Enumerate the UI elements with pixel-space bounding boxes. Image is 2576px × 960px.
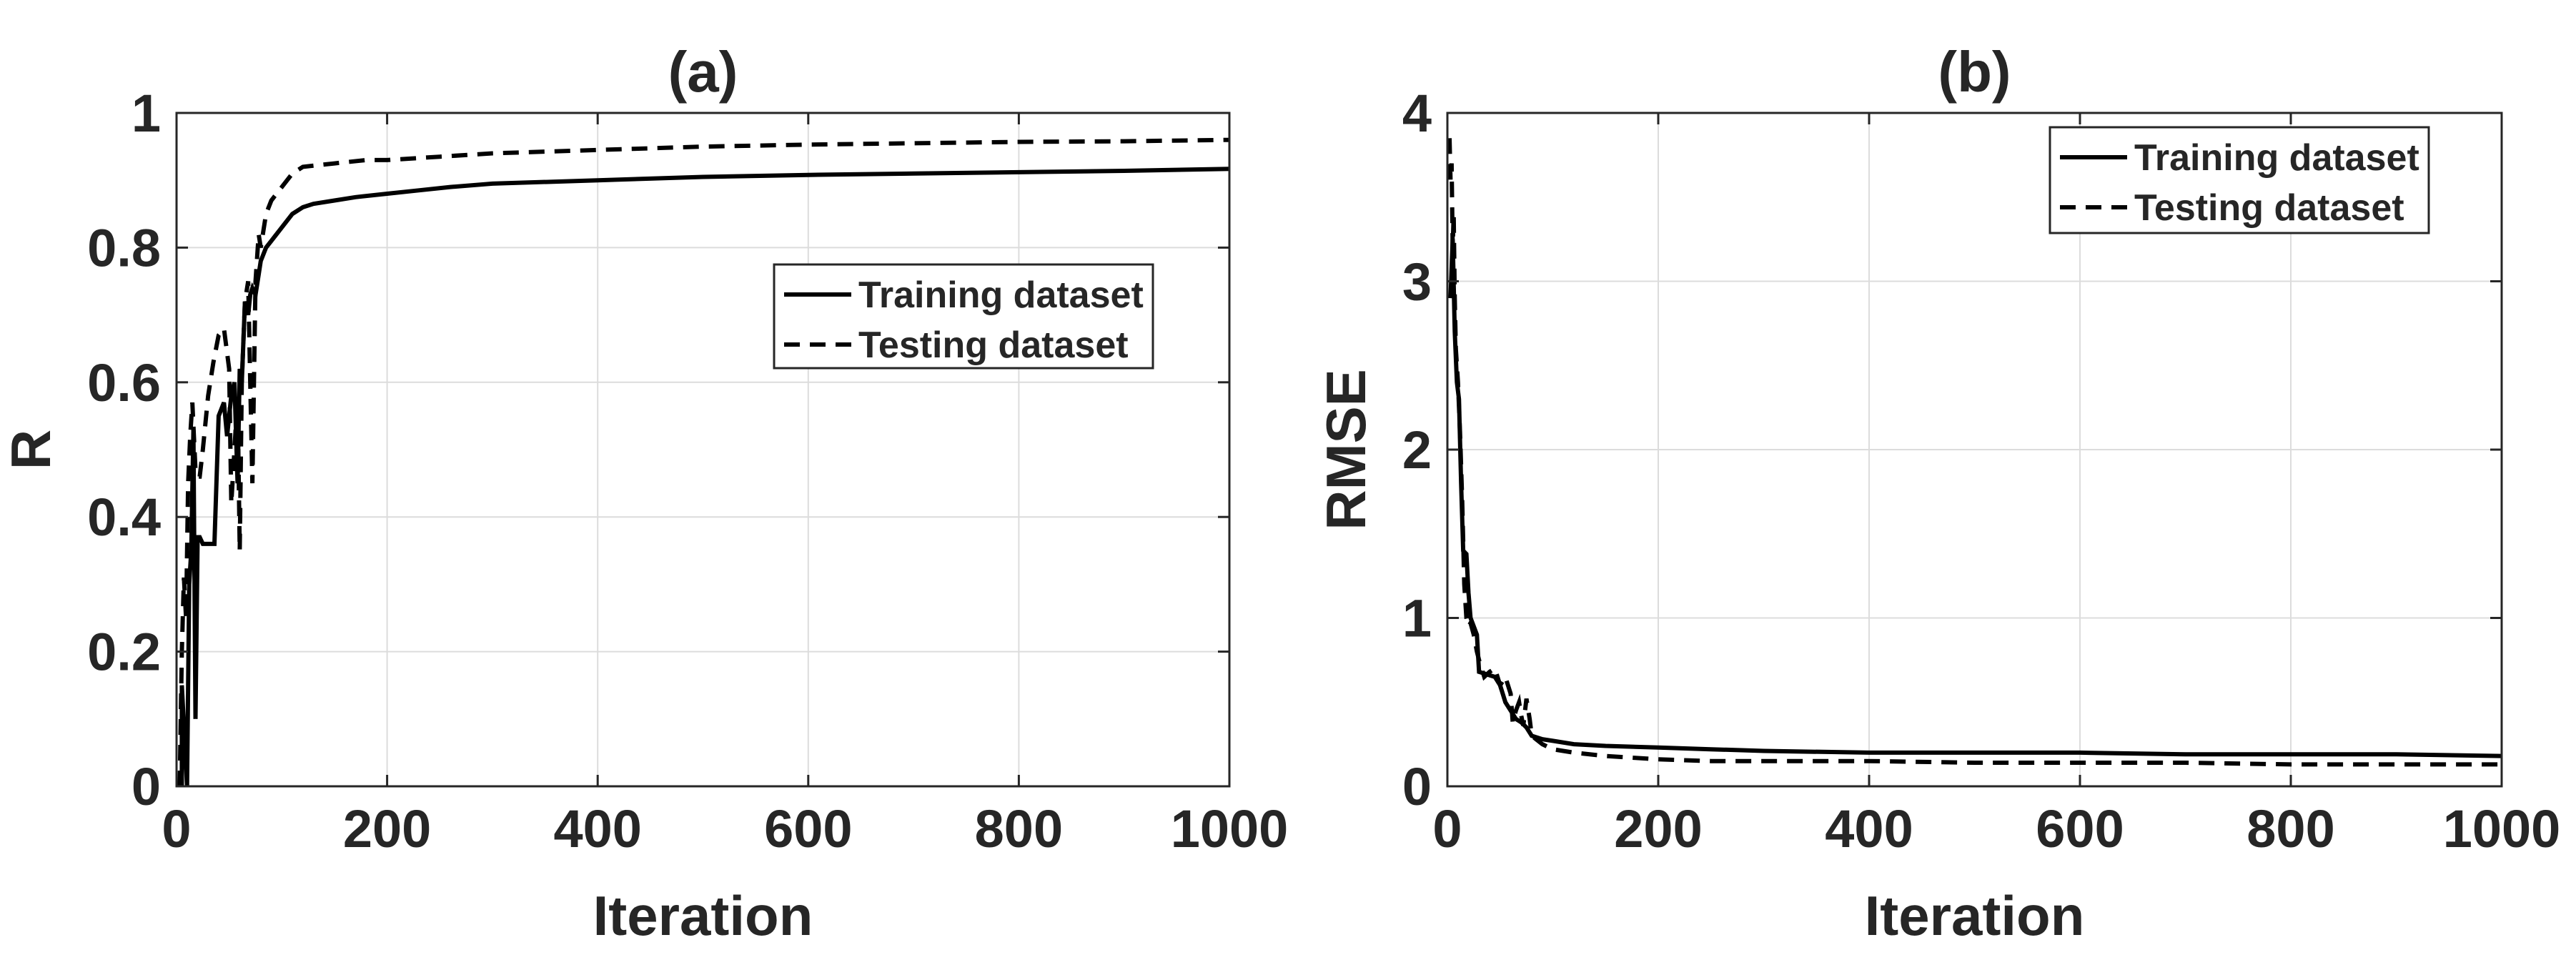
x-axis-label: Iteration (1865, 884, 2085, 947)
x-tick-label: 600 (2036, 799, 2124, 858)
y-tick-label: 3 (1402, 252, 1432, 312)
x-tick-label: 800 (2246, 799, 2334, 858)
y-tick-label: 4 (1402, 84, 1432, 143)
x-tick-label: 1000 (1171, 799, 1289, 858)
y-tick-label: 0.6 (87, 353, 161, 412)
y-tick-label: 1 (1402, 589, 1432, 648)
chart-panel-b: 0 200 400 600 800 1000 0 1 2 3 4 (b) Iteration RMSE Tr… (1314, 40, 2560, 947)
legend-label: Training dataset (858, 274, 1144, 316)
y-axis-label: RMSE (1314, 369, 1377, 530)
chart-title: (b) (1938, 40, 2011, 104)
chart-panel-a: 0 200 400 600 800 1000 0 0.2 0.4 0.6 0.8 1 (a) Iterat… (0, 40, 1288, 947)
series-line-training (1448, 239, 2502, 758)
legend-box (2049, 126, 2430, 234)
x-tick-label: 600 (764, 799, 852, 858)
y-tick-label: 1 (132, 84, 161, 143)
legend: Training dataset Testing dataset (2049, 126, 2430, 234)
x-tick-label: 400 (1825, 799, 1913, 858)
legend: Training dataset Testing dataset (773, 263, 1154, 370)
x-tick-label: 800 (975, 799, 1063, 858)
series-line-training (179, 167, 1230, 787)
y-axis-label: R (0, 430, 62, 470)
x-tick-label: 400 (553, 799, 641, 858)
x-tick-label: 200 (1614, 799, 1702, 858)
series-line-testing (1447, 138, 2502, 767)
x-tick-label: 0 (162, 799, 191, 858)
y-tick-label: 0 (132, 757, 161, 816)
y-tick-label: 2 (1402, 420, 1432, 480)
legend-label: Testing dataset (2134, 187, 2404, 229)
series-line-testing (177, 137, 1230, 787)
y-tick-label: 0.2 (87, 623, 161, 682)
x-tick-label: 1000 (2443, 799, 2561, 858)
y-tick-label: 0.4 (87, 488, 161, 547)
chart-title: (a) (668, 40, 738, 104)
y-tick-label: 0 (1402, 757, 1432, 816)
x-tick-label: 200 (343, 799, 431, 858)
x-tick-label: 0 (1432, 799, 1462, 858)
y-tick-label: 0.8 (87, 218, 161, 277)
axes-box (175, 112, 1231, 788)
legend-label: Training dataset (2134, 137, 2419, 179)
legend-label: Testing dataset (858, 325, 1129, 366)
x-axis-label: Iteration (593, 884, 813, 947)
legend-box (773, 263, 1154, 370)
